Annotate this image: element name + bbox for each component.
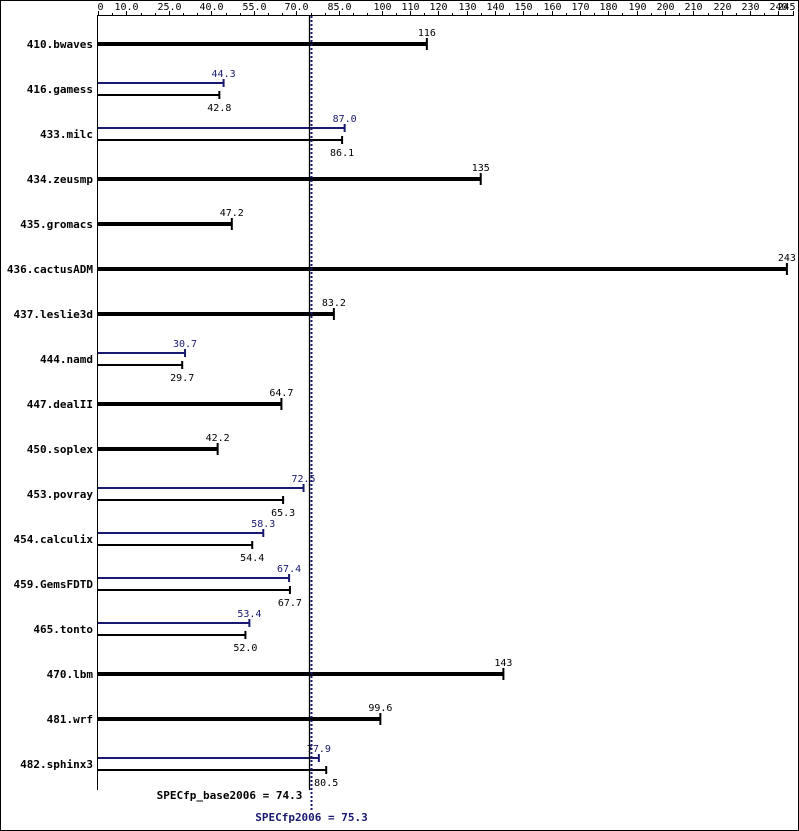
- base-bar: [98, 139, 343, 141]
- peak-bar: [98, 352, 186, 354]
- x-tick-label: 245: [777, 2, 795, 13]
- x-tick-label: 130: [458, 2, 476, 13]
- base-value-label: 83.2: [322, 298, 346, 309]
- base-value-label: 67.7: [278, 598, 302, 609]
- base-bar: [98, 267, 787, 271]
- base-bar: [98, 94, 220, 96]
- benchmark-label: 481.wrf: [47, 713, 93, 726]
- x-tick-label: 55.0: [242, 2, 266, 13]
- benchmark-label: 436.cactusADM: [7, 263, 93, 276]
- base-bar: [98, 672, 504, 676]
- peak-value-label: 87.0: [333, 114, 357, 125]
- base-value-label: 135: [472, 163, 490, 174]
- base-bar: [98, 312, 334, 316]
- base-value-label: 116: [418, 28, 436, 39]
- peak-value-label: 72.5: [291, 474, 315, 485]
- base-bar: [98, 634, 246, 636]
- benchmark-label: 433.milc: [40, 128, 93, 141]
- base-value-label: 99.6: [368, 703, 392, 714]
- base-value-label: 52.0: [233, 643, 257, 654]
- peak-value-label: 53.4: [237, 609, 261, 620]
- x-tick-label: 230: [741, 2, 759, 13]
- base-bar: [98, 717, 381, 721]
- benchmark-label: 444.namd: [40, 353, 93, 366]
- x-tick-label: 210: [684, 2, 702, 13]
- benchmark-label: 410.bwaves: [27, 38, 93, 51]
- base-value-label: 86.1: [330, 148, 354, 159]
- base-bar: [98, 589, 290, 591]
- x-tick-label: 25.0: [157, 2, 181, 13]
- peak-bar: [98, 757, 319, 759]
- x-tick-label: 140: [486, 2, 504, 13]
- benchmark-label: 482.sphinx3: [20, 758, 93, 771]
- base-value-label: 143: [494, 658, 512, 669]
- benchmark-label: 434.zeusmp: [27, 173, 94, 186]
- peak-bar: [98, 532, 264, 534]
- x-tick-label: 40.0: [199, 2, 223, 13]
- peak-bar: [98, 82, 224, 84]
- x-tick-label: 190: [628, 2, 646, 13]
- benchmark-label: 435.gromacs: [20, 218, 93, 231]
- benchmark-label: 470.lbm: [47, 668, 94, 681]
- benchmark-label: 437.leslie3d: [14, 308, 93, 321]
- peak-bar: [98, 487, 304, 489]
- x-tick-label: 120: [429, 2, 447, 13]
- benchmark-label: 447.dealII: [27, 398, 93, 411]
- x-tick-label: 100: [373, 2, 391, 13]
- base-value-label: 42.2: [206, 433, 230, 444]
- base-bar: [98, 402, 282, 406]
- base-value-label: 47.2: [220, 208, 244, 219]
- x-tick-label: 180: [599, 2, 617, 13]
- base-value-label: 65.3: [271, 508, 295, 519]
- x-tick-label: 160: [543, 2, 561, 13]
- x-tick-label: 200: [656, 2, 674, 13]
- benchmark-label: 453.povray: [27, 488, 94, 501]
- peak-value-label: 67.4: [277, 564, 301, 575]
- x-tick-label: 220: [713, 2, 731, 13]
- base-bar: [98, 222, 232, 226]
- base-value-label: 64.7: [269, 388, 293, 399]
- base-value-label: 243: [778, 253, 796, 264]
- peak-reference-label: SPECfp2006 = 75.3: [255, 811, 368, 824]
- peak-value-label: 77.9: [307, 744, 331, 755]
- base-bar: [98, 177, 481, 181]
- x-tick-label: 85.0: [327, 2, 351, 13]
- x-tick-label: 0: [98, 2, 104, 13]
- peak-value-label: 44.3: [212, 69, 236, 80]
- base-value-label: 29.7: [170, 373, 194, 384]
- benchmark-label: 416.gamess: [27, 83, 93, 96]
- x-tick-label: 170: [571, 2, 589, 13]
- base-bar: [98, 42, 427, 46]
- base-value-label: 54.4: [240, 553, 264, 564]
- peak-bar: [98, 127, 345, 129]
- x-tick-label: 70.0: [284, 2, 308, 13]
- benchmark-label: 459.GemsFDTD: [14, 578, 94, 591]
- base-bar: [98, 364, 183, 366]
- benchmark-label: 450.soplex: [27, 443, 94, 456]
- base-bar: [98, 499, 284, 501]
- peak-value-label: 58.3: [251, 519, 275, 530]
- base-reference-label: SPECfp_base2006 = 74.3: [157, 789, 303, 802]
- base-value-label: 42.8: [207, 103, 231, 114]
- x-tick-label: 150: [514, 2, 532, 13]
- base-bar: [98, 544, 253, 546]
- peak-value-label: 30.7: [173, 339, 197, 350]
- peak-bar: [98, 622, 250, 624]
- x-tick-label: 10.0: [114, 2, 138, 13]
- benchmark-label: 454.calculix: [14, 533, 94, 546]
- base-value-label: 80.5: [314, 778, 338, 789]
- benchmark-label: 465.tonto: [33, 623, 93, 636]
- peak-bar: [98, 577, 290, 579]
- x-tick-label: 240: [769, 2, 787, 13]
- x-tick-label: 110: [401, 2, 419, 13]
- base-bar: [98, 769, 327, 771]
- base-bar: [98, 447, 218, 451]
